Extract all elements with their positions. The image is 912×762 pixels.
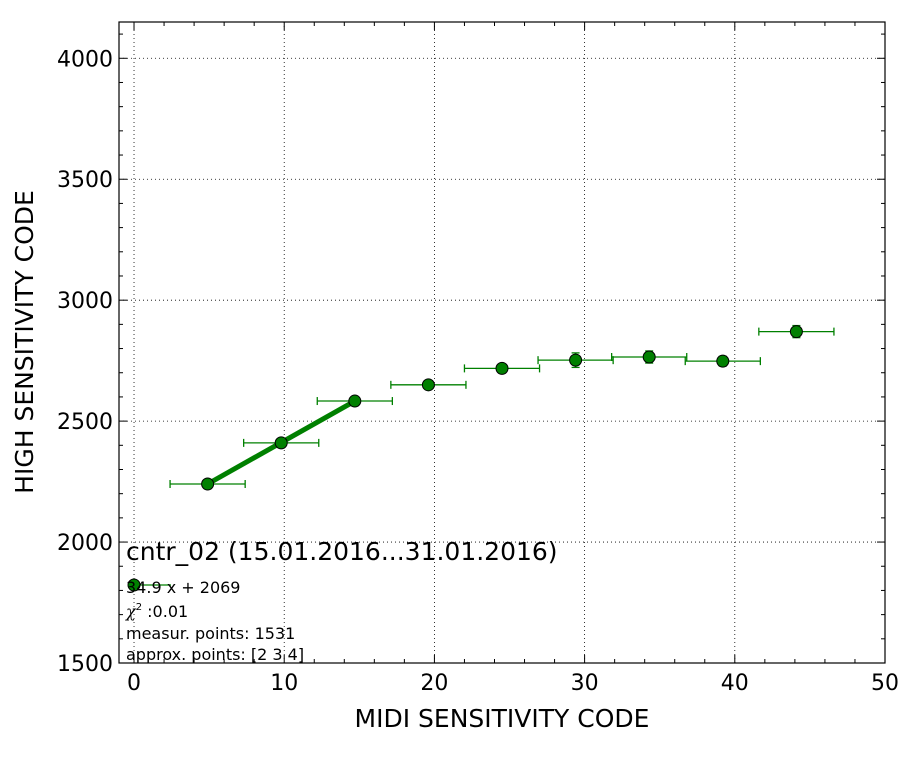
axis-ticks: 0 10 20 30 40 50 1500 2000 2500 3000 3500 4000 xyxy=(57,22,899,696)
data-point xyxy=(201,477,215,491)
data-point xyxy=(642,350,656,364)
data-point xyxy=(348,394,362,408)
data-point xyxy=(789,325,803,339)
data-point xyxy=(495,361,509,375)
legend-marker xyxy=(127,578,141,592)
y-tick-label: 4000 xyxy=(57,47,113,72)
y-tick-label: 2500 xyxy=(57,410,113,435)
data-point xyxy=(421,378,435,392)
plot-frame xyxy=(118,21,886,664)
y-tick-label: 2000 xyxy=(57,531,113,556)
annotation-approx-points: approx. points: [2 3 4] xyxy=(126,645,304,664)
annotation: cntr_02 (15.01.2016...31.01.2016) 34.9 x… xyxy=(125,537,558,664)
x-tick-label: 30 xyxy=(571,671,599,696)
annotation-title: cntr_02 (15.01.2016...31.01.2016) xyxy=(126,537,558,566)
x-tick-label: 40 xyxy=(721,671,749,696)
x-tick-label: 0 xyxy=(127,671,141,696)
data-layer xyxy=(169,324,835,491)
x-tick-label: 50 xyxy=(871,671,899,696)
x-tick-label: 20 xyxy=(420,671,448,696)
data-point xyxy=(716,354,730,368)
y-tick-label: 3000 xyxy=(57,289,113,314)
y-tick-label: 1500 xyxy=(57,652,113,677)
y-axis-label: HIGH SENSITIVITY CODE xyxy=(10,190,39,494)
plot-background xyxy=(119,22,885,663)
y-tick-label: 3500 xyxy=(57,168,113,193)
annotation-chi-square: χ2 :0.01 xyxy=(125,602,188,621)
annotation-measur-points: measur. points: 1531 xyxy=(126,624,295,643)
x-axis-label: MIDI SENSITIVITY CODE xyxy=(355,704,650,733)
x-tick-label: 10 xyxy=(270,671,298,696)
data-point xyxy=(274,436,288,450)
data-point xyxy=(569,353,583,367)
annotation-fit-equation: 34.9 x + 2069 xyxy=(126,578,240,597)
